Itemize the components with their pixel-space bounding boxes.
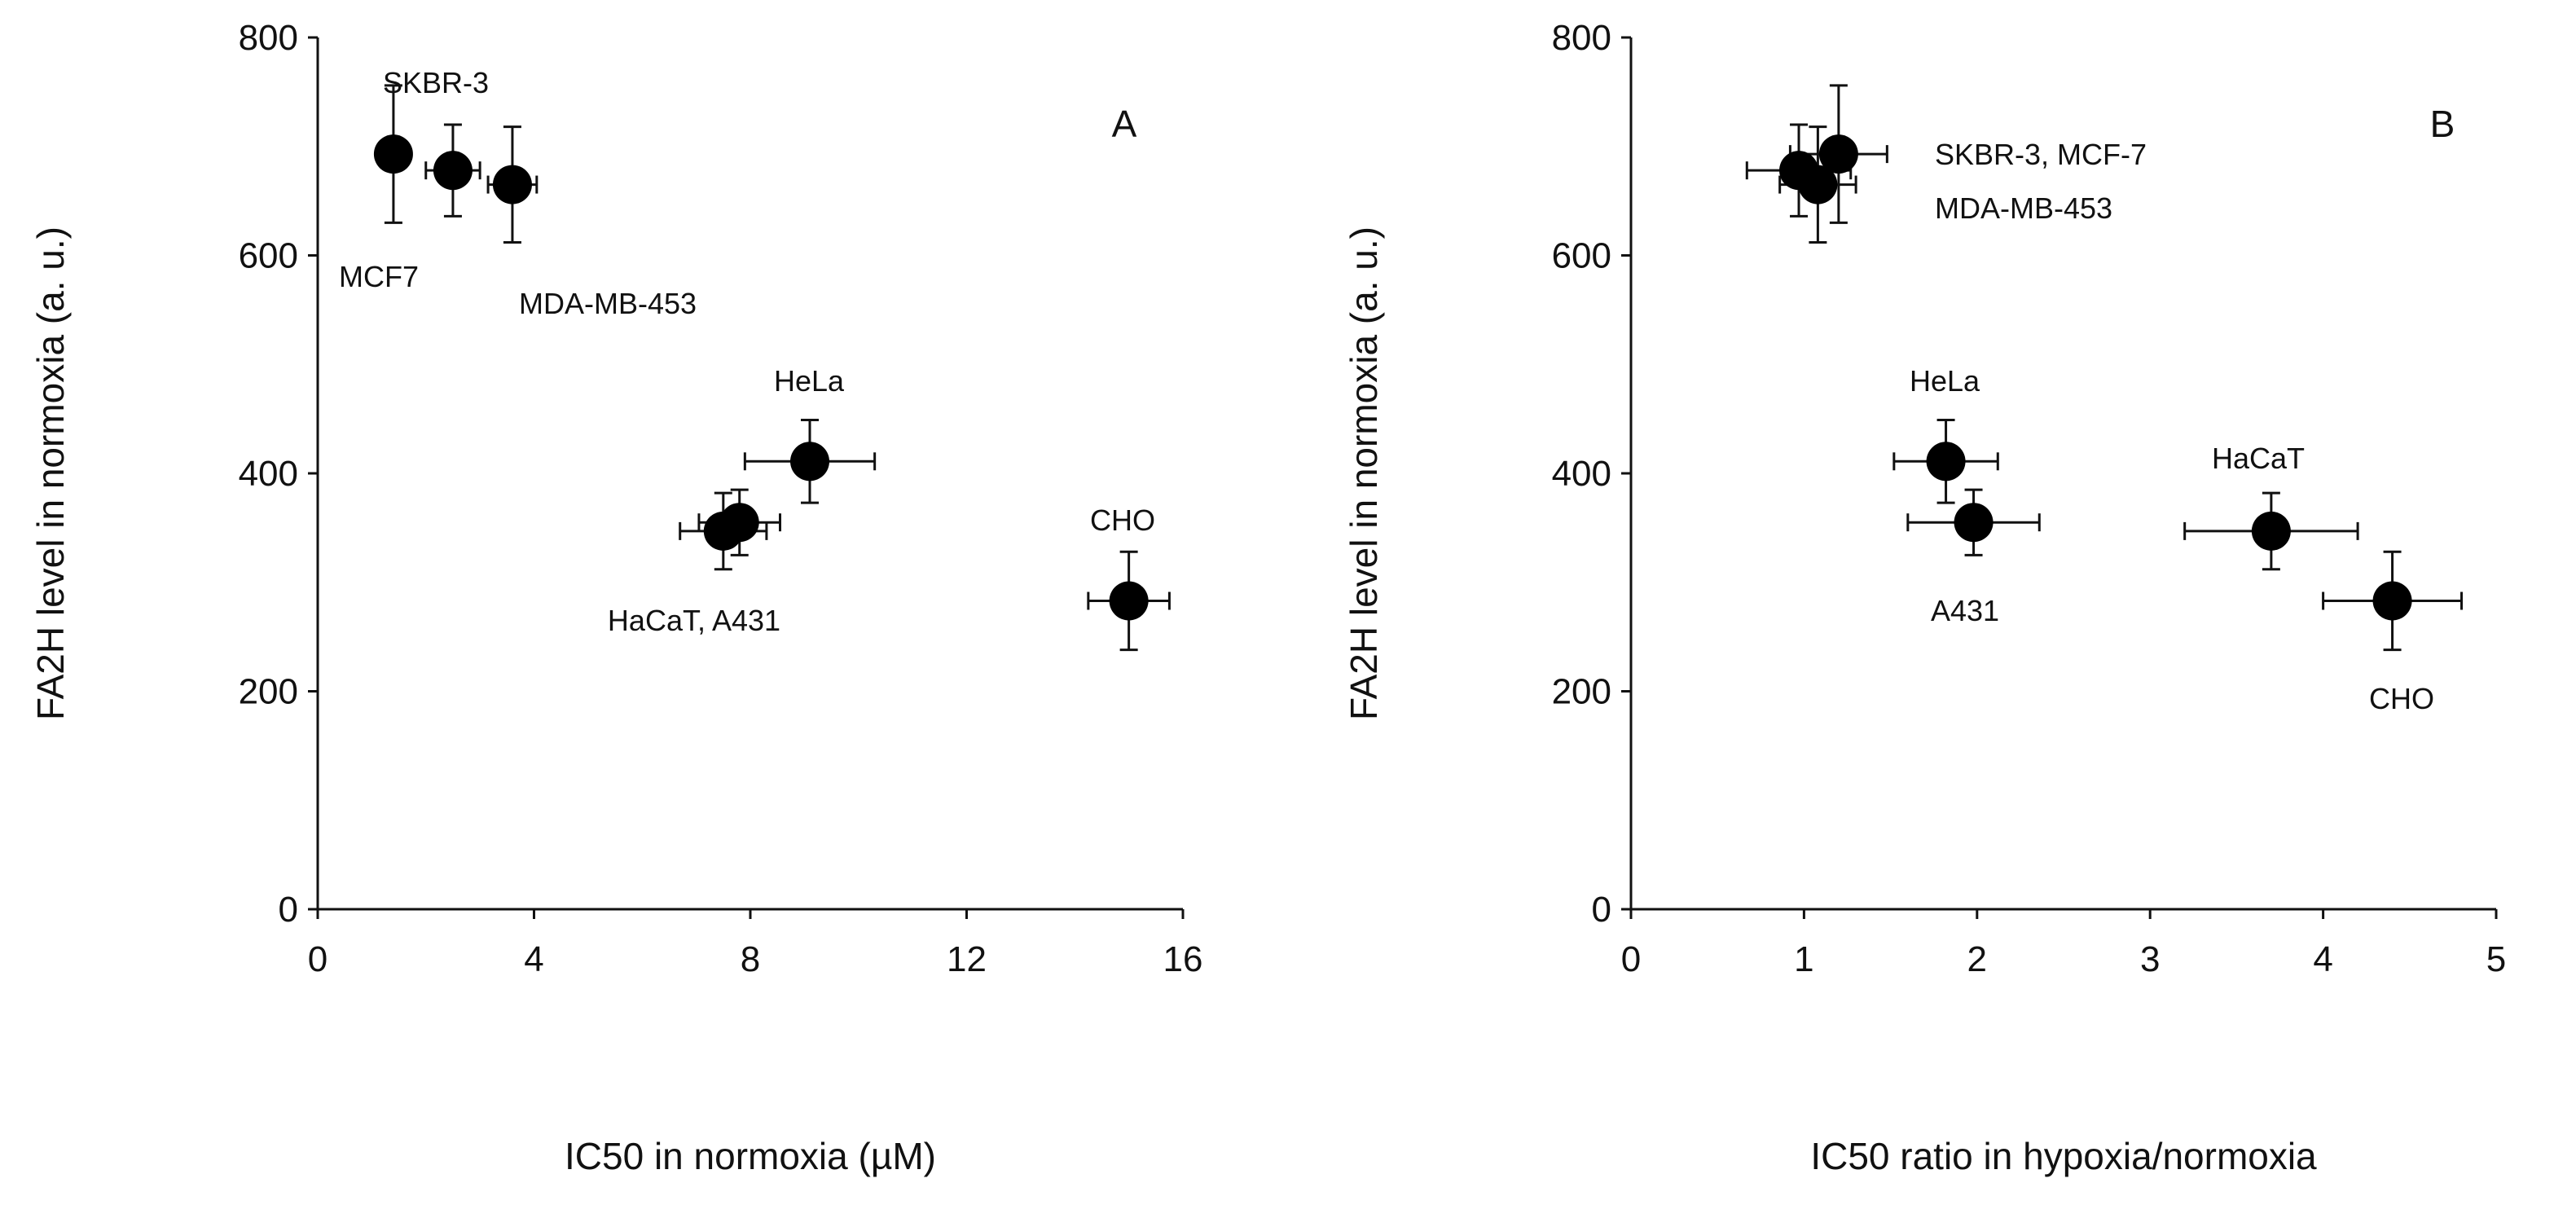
panel-b-x-tick-label: 4 (2313, 939, 2332, 979)
panel-a-x-tick-label: 4 (524, 939, 543, 979)
panel-a-x-tick-label: 12 (947, 939, 987, 979)
panel-b-label-a431: A431 (1931, 594, 1999, 627)
panel-a-x-axis-title: IC50 in normoxia (µM) (565, 1135, 936, 1177)
panel-b-point-mda-mb-453 (1798, 165, 1838, 204)
panel-a-y-tick-label: 400 (239, 454, 298, 494)
panel-b-x-tick-label: 2 (1967, 939, 1987, 979)
panel-a-point-a431 (719, 503, 759, 543)
panel-a-x-tick-label: 16 (1163, 939, 1203, 979)
panel-b-point-hacat (2251, 511, 2291, 551)
panel-a-points (373, 134, 1149, 621)
panel-b-point-a431 (1954, 503, 1994, 543)
panel-a-y-tick-label: 200 (239, 672, 298, 712)
panel-b-x-tick-label: 3 (2140, 939, 2160, 979)
panel-a-y-axis-title: FA2H level in normoxia (a. u.) (29, 226, 72, 720)
panel-b-y-axis-title: FA2H level in normoxia (a. u.) (1343, 226, 1385, 720)
panel-b-label-cho: CHO (2369, 682, 2434, 715)
panel-b-y-tick-label: 200 (1552, 672, 1611, 712)
panel-b-y-tick-label: 600 (1552, 236, 1611, 276)
panel-b-letter: B (2430, 103, 2455, 145)
panel-a-label-cho: CHO (1090, 503, 1155, 537)
panel-b-label-mda-mb-453: MDA-MB-453 (1935, 191, 2112, 225)
panel-b-x-tick-label: 0 (1621, 939, 1641, 979)
panel-b-x-axis-title: IC50 ratio in hypoxia/normoxia (1810, 1135, 2317, 1177)
panel-b-point-skbr-3 (1818, 134, 1858, 174)
panel-b-ticks: 0 1 2 3 4 5 0 200 400 600 800 (1552, 18, 2507, 979)
panel-a-label-hela: HeLa (774, 364, 845, 398)
panel-b-x-tick-label: 1 (1794, 939, 1813, 979)
panel-b-x-tick-label: 5 (2486, 939, 2506, 979)
panel-b-points (1779, 134, 2412, 621)
panel-a-point-cho (1109, 581, 1149, 621)
panel-b-label-skbr3-mcf7: SKBR-3, MCF-7 (1935, 138, 2147, 171)
panel-b-y-tick-label: 400 (1552, 454, 1611, 494)
panel-b-point-hela (1926, 442, 1966, 481)
panel-a-y-tick-label: 0 (279, 890, 298, 930)
panel-a-label-mda-mb-453: MDA-MB-453 (519, 287, 697, 320)
panel-a-point-mcf7 (433, 151, 473, 191)
panel-a-y-tick-label: 600 (239, 236, 298, 276)
panel-b-label-hela: HeLa (1910, 364, 1980, 398)
panel-a-y-tick-label: 800 (239, 18, 298, 58)
panel-b: 0 1 2 3 4 5 0 200 400 600 800 IC50 ratio in hypoxi… (1343, 18, 2506, 1177)
panel-a-x-tick-label: 8 (741, 939, 760, 979)
panel-a-point-mda-mb-453 (492, 165, 532, 204)
panel-b-y-tick-label: 0 (1592, 890, 1611, 930)
panel-a-label-hacat-a431: HaCaT, A431 (608, 604, 780, 637)
panel-a-label-skbr3: SKBR-3 (383, 66, 489, 99)
panel-a-ticks: 0 4 8 12 16 0 200 400 600 800 (239, 18, 1203, 979)
panel-a: 0 4 8 12 16 0 200 400 600 800 IC50 in normoxia (µ… (29, 18, 1202, 1177)
panel-a-x-tick-label: 0 (308, 939, 327, 979)
panel-a-label-mcf7: MCF7 (339, 260, 419, 293)
panel-b-label-hacat: HaCaT (2212, 442, 2305, 475)
panel-a-point-skbr-3 (373, 134, 413, 174)
panel-b-point-cho (2372, 581, 2412, 621)
panel-a-point-hela (790, 442, 830, 481)
panel-b-y-tick-label: 800 (1552, 18, 1611, 58)
panel-a-letter: A (1112, 103, 1137, 145)
